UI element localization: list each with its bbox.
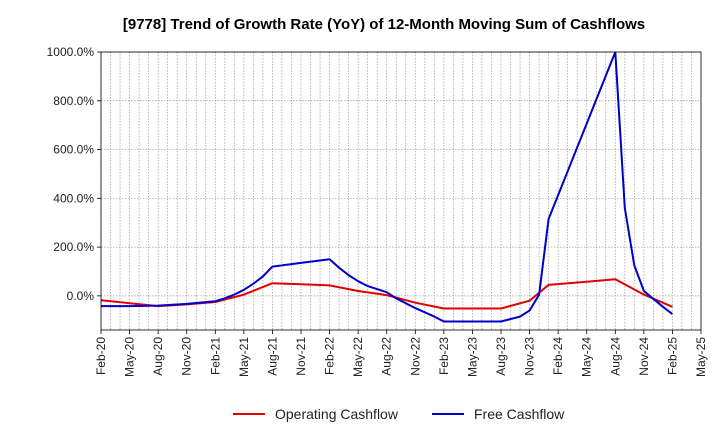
y-tick-label: 400.0% (53, 191, 94, 205)
x-tick-label: May-22 (351, 337, 365, 377)
x-tick-label: May-20 (123, 337, 137, 377)
grid-layer (100, 51, 701, 330)
x-tick-label: Nov-22 (408, 337, 422, 376)
x-tick-label: Nov-21 (294, 337, 308, 376)
x-tick-label: Feb-24 (551, 337, 565, 375)
y-axis-ticks: 0.0% 200.0% 400.0% 600.0% 800.0% 1000.0% (47, 45, 101, 303)
x-tick-label: Feb-22 (323, 337, 337, 375)
x-tick-label: Aug-21 (265, 337, 279, 376)
x-tick-label: Feb-21 (208, 337, 222, 375)
x-tick-label: Feb-20 (94, 337, 108, 375)
y-tick-label: 600.0% (53, 143, 94, 157)
y-tick-label: 1000.0% (47, 45, 95, 59)
x-tick-label: Nov-20 (180, 337, 194, 376)
x-axis-ticks: Feb-20 May-20 Aug-20 Nov-20 Feb-21 May-21 Aug-… (94, 330, 708, 377)
x-tick-label: May-21 (237, 337, 251, 377)
x-tick-label: Aug-20 (151, 337, 165, 376)
plot-frame (100, 51, 702, 331)
legend-label-operating-cashflow: Operating Cashflow (275, 406, 399, 422)
x-tick-label: Aug-22 (380, 337, 394, 376)
x-tick-label: May-23 (465, 337, 479, 377)
legend: Operating Cashflow Free Cashflow (233, 406, 565, 422)
x-tick-label: Feb-23 (437, 337, 451, 375)
x-tick-label: Nov-23 (523, 337, 537, 376)
x-tick-label: Aug-24 (608, 337, 622, 376)
x-tick-label: Aug-23 (494, 337, 508, 376)
x-tick-label: Feb-25 (665, 337, 679, 375)
x-tick-label: May-25 (694, 337, 708, 377)
x-tick-label: May-24 (580, 337, 594, 377)
legend-label-free-cashflow: Free Cashflow (474, 406, 565, 422)
y-tick-label: 200.0% (53, 240, 94, 254)
chart-title: [9778] Trend of Growth Rate (YoY) of 12-… (123, 16, 645, 33)
series-line-free-cashflow (101, 52, 674, 323)
y-tick-label: 0.0% (67, 289, 95, 303)
series-layer (101, 52, 674, 323)
x-tick-label: Nov-24 (637, 337, 651, 376)
y-tick-label: 800.0% (53, 94, 94, 108)
